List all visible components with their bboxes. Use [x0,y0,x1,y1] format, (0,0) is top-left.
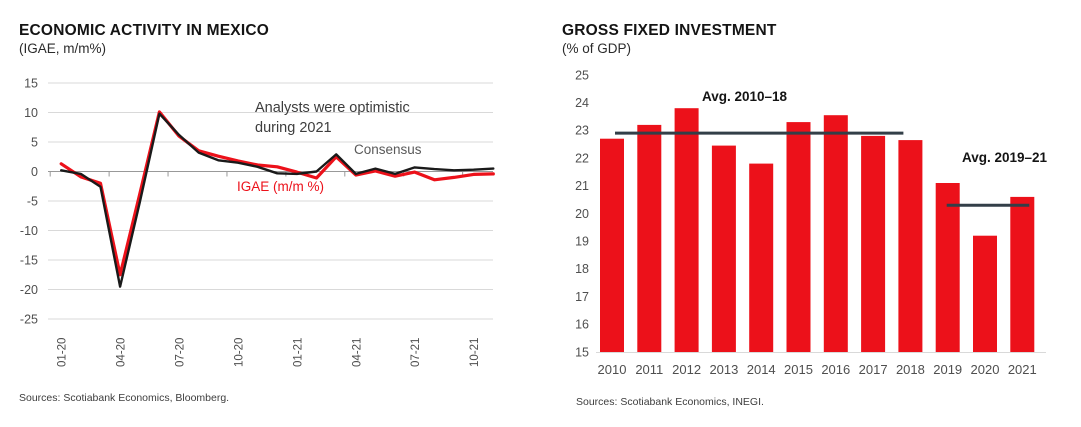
left-y-tick-label: -15 [20,253,38,267]
right-y-tick-label: 23 [575,124,589,138]
year-label: 2017 [859,362,888,377]
left-y-tick-label: 15 [24,76,38,90]
year-label: 2015 [784,362,813,377]
right-y-tick-label: 17 [575,290,589,304]
igae-series-label: IGAE (m/m %) [237,179,324,194]
year-label: 2018 [896,362,925,377]
right-y-tick-label: 20 [575,207,589,221]
left-y-tick-label: 10 [24,106,38,120]
year-label: 2011 [635,362,663,377]
bar-2016 [823,115,848,352]
year-label: 2020 [971,362,1000,377]
right-y-tick-label: 21 [575,179,589,193]
year-label: 2012 [672,362,701,377]
left-y-tick-label: -10 [20,224,38,238]
year-label: 2021 [1008,362,1037,377]
right-y-tick-label: 18 [575,262,589,276]
right-y-tick-label: 16 [575,318,589,332]
bar-2014 [749,163,774,352]
consensus-series-label: Consensus [354,142,422,157]
x-tick-label: 10-20 [233,338,245,367]
x-tick-label: 01-21 [292,338,304,367]
left-chart-subtitle: (IGAE, m/m%) [19,41,106,56]
right-chart-sources: Sources: Scotiabank Economics, INEGI. [576,396,764,408]
bar-2011 [637,124,662,353]
left-y-tick-label: -5 [27,194,38,208]
right-chart-title: GROSS FIXED INVESTMENT [562,22,777,39]
x-tick-label: 04-21 [351,338,363,367]
bar-2019 [935,183,960,352]
right-y-tick-label: 24 [575,96,589,110]
x-tick-label: 07-21 [410,338,422,367]
bar-2021 [1010,196,1035,352]
right-y-tick-label: 22 [575,151,589,165]
x-tick-label: 07-20 [175,338,187,367]
bar-2017 [861,135,886,352]
year-label: 2013 [709,362,738,377]
left-y-tick-label: -20 [20,283,38,297]
left-chart-title: ECONOMIC ACTIVITY IN MEXICO [19,22,269,39]
left-y-tick-label: 0 [31,165,38,179]
bar-2020 [973,235,997,352]
bar-2013 [711,145,736,352]
year-label: 2019 [933,362,962,377]
right-y-tick-label: 19 [575,235,589,249]
right-y-tick-label: 15 [575,345,589,359]
right-chart-subtitle: (% of GDP) [562,41,632,56]
x-tick-label: 01-20 [57,338,69,367]
igae-line [59,110,495,277]
left-chart-sources: Sources: Scotiabank Economics, Bloomberg… [19,392,230,404]
x-tick-label: 10-21 [469,338,481,367]
bar-2015 [786,122,811,352]
x-tick-label: 04-20 [116,338,128,367]
year-label: 2016 [821,362,850,377]
year-label: 2010 [598,362,627,377]
avg-2019-21-label: Avg. 2019–21 [962,150,1048,165]
year-label: 2014 [747,362,776,377]
annotation-analysts-optimistic: Analysts were optimistic during 2021 [255,100,410,136]
avg-2010-18-label: Avg. 2010–18 [702,89,788,104]
left-y-tick-label: -25 [20,312,38,326]
left-y-tick-label: 5 [31,135,38,149]
right-y-tick-label: 25 [575,68,589,82]
bar-2010 [600,138,624,352]
bar-2018 [898,140,923,352]
consensus-line [60,112,495,288]
bar-2012 [674,108,699,352]
